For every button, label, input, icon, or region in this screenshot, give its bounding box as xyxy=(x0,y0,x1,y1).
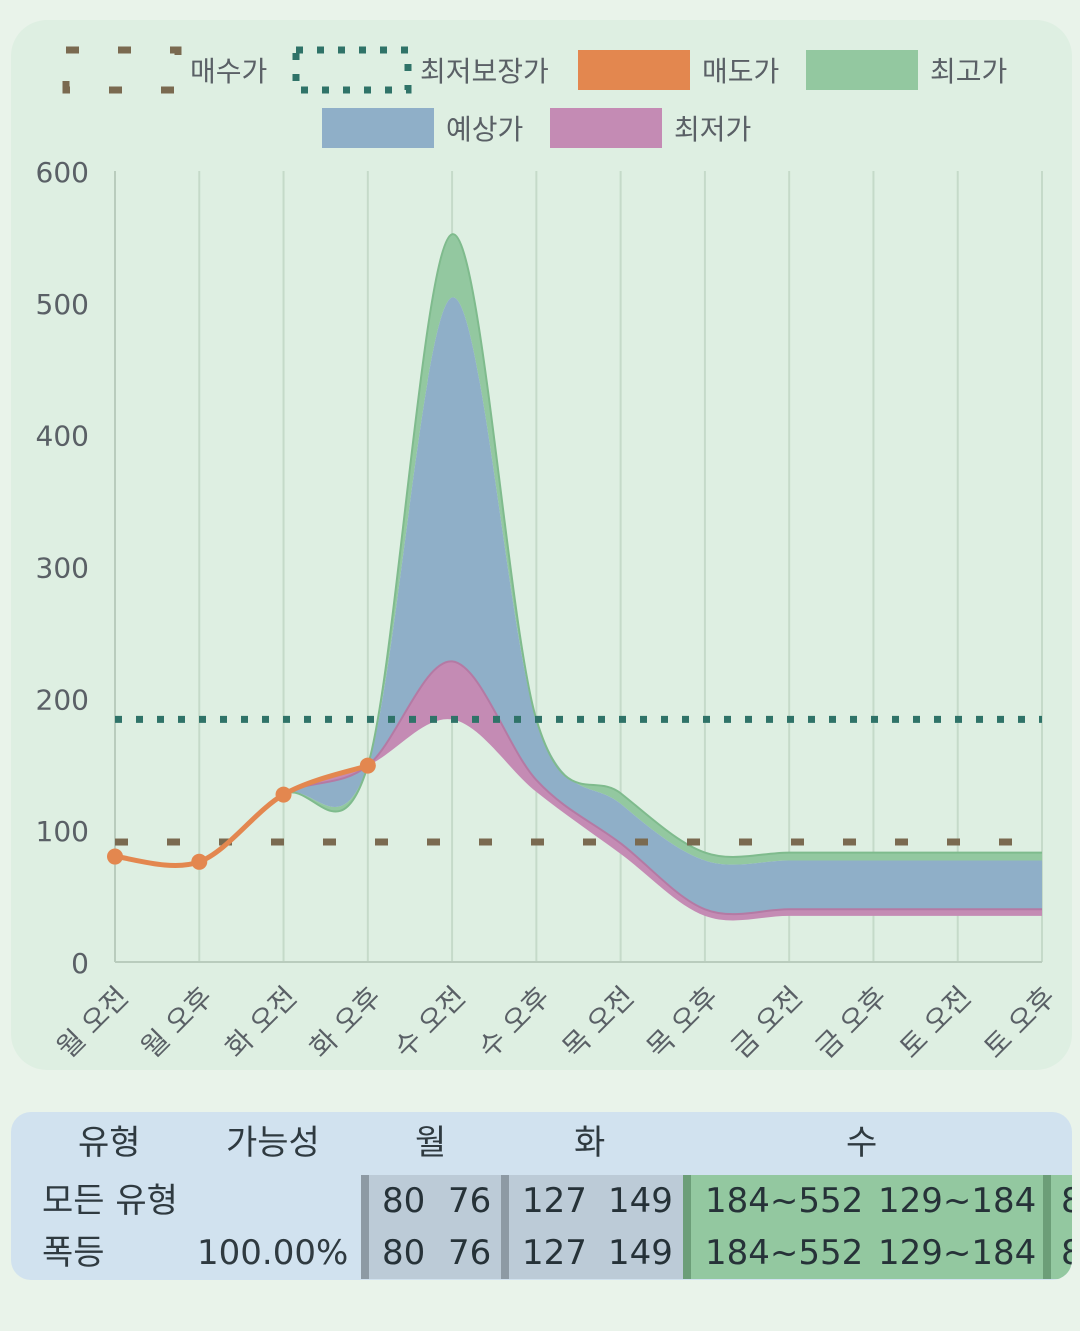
block-separator xyxy=(501,1175,509,1279)
legend-buy-label: 매수가 xyxy=(190,55,267,88)
legend-low-swatch xyxy=(550,108,662,148)
cell-mon-pm: 76 xyxy=(448,1233,492,1273)
cell-wed-am: 184~552 xyxy=(705,1181,864,1221)
price-chart: 0 100 200 300 400 500 600 월 오전 월 오후 화 오전 화 오후 수 오전 수… xyxy=(36,46,1062,1065)
cell-thu-am: 8 xyxy=(1061,1181,1072,1221)
y-tick-label: 100 xyxy=(36,815,89,848)
x-tick-label: 월 오후 xyxy=(135,980,219,1064)
cell-wed-am: 184~552 xyxy=(705,1233,864,1273)
header-monday: 월 xyxy=(415,1123,447,1163)
sell-point xyxy=(359,757,376,774)
thursday-block xyxy=(1043,1175,1072,1279)
cell-tue-am: 127 xyxy=(522,1233,587,1273)
block-separator xyxy=(1043,1175,1051,1279)
header-wednesday: 수 xyxy=(846,1123,878,1163)
row-type: 모든 유형 xyxy=(42,1181,178,1221)
cell-wed-pm: 129~184 xyxy=(878,1181,1037,1221)
chart-card: 0 100 200 300 400 500 600 월 오전 월 오후 화 오전 화 오후 수 오전 수… xyxy=(11,20,1072,1070)
cell-tue-pm: 149 xyxy=(608,1233,673,1273)
legend-guarantee-swatch xyxy=(292,46,412,94)
x-tick-label: 금 오전 xyxy=(725,980,809,1064)
row-type: 폭등 xyxy=(42,1233,105,1273)
header-tuesday: 화 xyxy=(574,1123,606,1163)
cell-mon-am: 80 xyxy=(382,1233,426,1273)
row-probability: 100.00% xyxy=(197,1233,349,1273)
sell-point xyxy=(275,786,292,803)
y-tick-label: 600 xyxy=(36,156,89,189)
cell-tue-pm: 149 xyxy=(608,1181,673,1221)
legend-sell-swatch xyxy=(578,50,690,90)
x-tick-label: 수 오후 xyxy=(472,980,556,1064)
cell-thu-am: 8 xyxy=(1061,1233,1072,1273)
y-tick-label: 300 xyxy=(36,552,89,585)
x-tick-label: 목 오전 xyxy=(556,980,640,1064)
legend-high-label: 최고가 xyxy=(930,55,1007,88)
cell-mon-pm: 76 xyxy=(448,1181,492,1221)
block-separator xyxy=(683,1175,691,1279)
cell-wed-pm: 129~184 xyxy=(878,1233,1037,1273)
series-sell-line xyxy=(114,763,369,868)
sell-point xyxy=(191,853,208,870)
x-tick-label: 목 오후 xyxy=(640,980,724,1064)
sell-point xyxy=(107,848,123,865)
header-probability: 가능성 xyxy=(226,1123,320,1163)
legend-buy-swatch xyxy=(62,46,182,94)
x-tick-label: 화 오전 xyxy=(219,980,303,1064)
series-high-band xyxy=(115,234,1042,866)
series-high-edge xyxy=(114,233,1043,867)
legend-sell-label: 매도가 xyxy=(702,55,779,88)
cell-tue-am: 127 xyxy=(522,1181,587,1221)
x-tick-label: 금 오후 xyxy=(809,980,893,1064)
tuesday-block xyxy=(501,1175,683,1279)
wednesday-block xyxy=(683,1175,1043,1279)
legend-expected-swatch xyxy=(322,108,434,148)
price-table: 유형 가능성 월 화 수 모든 유형 80 76 127 149 184~552… xyxy=(11,1112,1072,1280)
y-tick-label: 500 xyxy=(36,288,89,321)
monday-block xyxy=(361,1175,501,1279)
series-expected-band xyxy=(115,297,1042,915)
header-type: 유형 xyxy=(78,1123,141,1163)
legend-guarantee-label: 최저보장가 xyxy=(420,55,549,88)
x-tick-label: 토 오전 xyxy=(893,980,977,1064)
legend-expected-label: 예상가 xyxy=(446,113,523,146)
x-tick-label: 월 오전 xyxy=(50,980,134,1064)
y-tick-label: 400 xyxy=(36,420,89,453)
y-tick-label: 200 xyxy=(36,683,89,716)
x-tick-label: 화 오후 xyxy=(303,980,387,1064)
x-tick-label: 토 오후 xyxy=(977,980,1061,1064)
cell-mon-am: 80 xyxy=(382,1181,426,1221)
legend-high-swatch xyxy=(806,50,918,90)
y-tick-label: 0 xyxy=(71,947,89,980)
x-tick-label: 수 오전 xyxy=(387,980,471,1064)
block-separator xyxy=(361,1175,369,1279)
legend-low-label: 최저가 xyxy=(674,113,751,146)
